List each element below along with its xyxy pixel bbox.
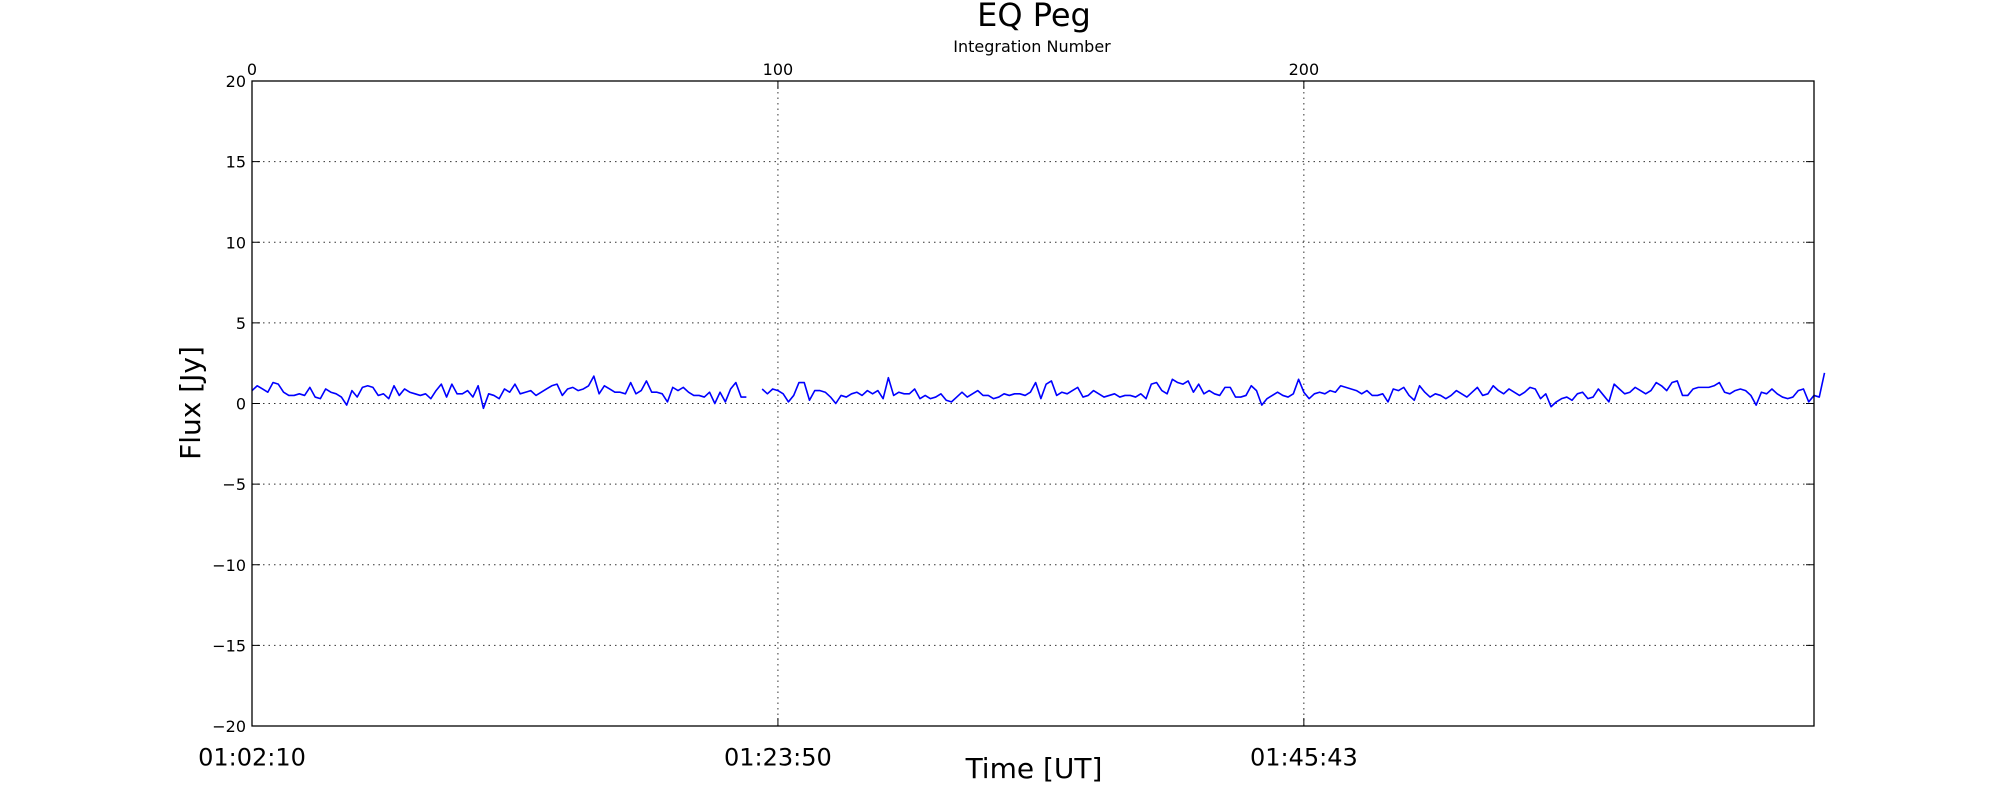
y-tick-label: 5 bbox=[236, 314, 246, 333]
top-x-tick-label: 100 bbox=[763, 60, 794, 79]
y-axis-label: Flux [Jy] bbox=[174, 346, 207, 460]
y-tick-label: 15 bbox=[226, 153, 246, 172]
top-x-tick-label: 200 bbox=[1289, 60, 1320, 79]
grid-lines bbox=[252, 81, 1814, 726]
y-tick-label: 10 bbox=[226, 233, 246, 252]
y-tick-label: −20 bbox=[212, 717, 246, 736]
bottom-x-tick-label: 01:23:50 bbox=[724, 744, 832, 772]
y-tick-label: 0 bbox=[236, 395, 246, 414]
x-axis-label: Time [UT] bbox=[965, 752, 1103, 785]
tick-marks bbox=[251, 80, 1814, 727]
top-x-tick-label: 0 bbox=[247, 60, 257, 79]
y-tick-label: −15 bbox=[212, 636, 246, 655]
tick-labels: 20 15 10 5 0 −5 −10 −15 −20 0 100 200 01:02:10 01:23:… bbox=[198, 60, 1358, 772]
flux-line-segment bbox=[251, 375, 747, 410]
y-tick-label: −10 bbox=[212, 556, 246, 575]
chart-title: EQ Peg bbox=[977, 0, 1091, 34]
bottom-x-tick-label: 01:45:43 bbox=[1250, 744, 1358, 772]
bottom-x-tick-label: 01:02:10 bbox=[198, 744, 306, 772]
top-axis-label: Integration Number bbox=[953, 37, 1111, 56]
flux-line-segment bbox=[761, 372, 1826, 408]
y-tick-label: −5 bbox=[222, 475, 246, 494]
flux-series bbox=[251, 372, 1826, 410]
y-tick-label: 20 bbox=[226, 72, 246, 91]
